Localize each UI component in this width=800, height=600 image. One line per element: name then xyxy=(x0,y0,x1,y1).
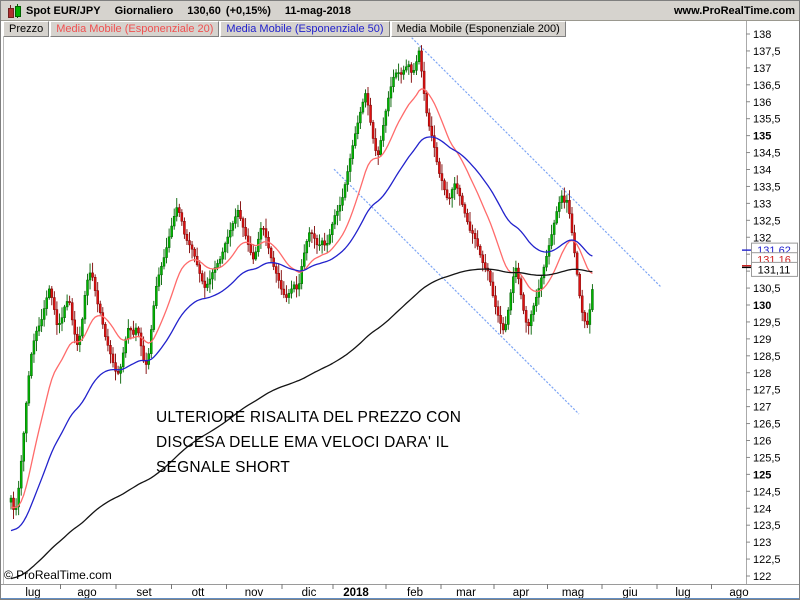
price-tag: 131,11 xyxy=(751,261,798,277)
tab-prezzo[interactable]: Prezzo xyxy=(3,21,50,37)
price-tick-label: 138 xyxy=(753,29,771,41)
trend-channel-line[interactable] xyxy=(333,168,580,415)
month-label: mag xyxy=(562,587,584,599)
price-tick-label: 125 xyxy=(753,469,771,481)
tab-media-mobile-3[interactable]: Media Mobile (Esponenziale 200) xyxy=(390,21,566,37)
price-tick-label: 128 xyxy=(753,368,771,380)
price-tick-label: 136 xyxy=(753,97,771,109)
price-tick-label: 132,5 xyxy=(753,215,781,227)
price-axis: 138 137,5 137 136,5 136 135,5 135 134,5 134 133,5… xyxy=(746,29,781,583)
price-tick-label: 130 xyxy=(753,300,771,312)
site-link: www.ProRealTime.com xyxy=(673,4,795,17)
price-tick-label: 126,5 xyxy=(753,419,781,431)
title-bar: Spot EUR/JPY Giornaliero 130,60 (+0,15%)… xyxy=(1,1,799,21)
timeframe-label: Giornaliero xyxy=(114,4,174,17)
plot-area[interactable] xyxy=(9,35,662,580)
copyright-watermark: © ProRealTime.com xyxy=(4,568,112,582)
price-tick-label: 123,5 xyxy=(753,520,781,532)
annotation-line: ULTERIORE RISALITA DEL PREZZO CON xyxy=(156,409,462,426)
month-label: lug xyxy=(675,587,690,599)
indicator-tabs: Prezzo Media Mobile (Esponenziale 20) Medi… xyxy=(3,21,567,37)
month-label: ago xyxy=(77,587,96,599)
ema-20-line[interactable] xyxy=(10,88,593,509)
price-tick-label: 133,5 xyxy=(753,181,781,193)
month-label: nov xyxy=(245,587,264,599)
month-label: dic xyxy=(302,587,317,599)
candlestick-icon xyxy=(7,3,22,18)
price-tick-label: 135 xyxy=(753,131,771,143)
tab-media-mobile-1[interactable]: Media Mobile (Esponenziale 20) xyxy=(50,21,220,37)
time-axis: lug ago set ott nov dic 2018 feb mar apr mag giu lug… xyxy=(25,584,749,599)
last-price: 130,60 xyxy=(187,4,221,17)
price-tick-label: 127 xyxy=(753,402,771,414)
month-label: lug xyxy=(25,587,40,599)
candles-series xyxy=(9,45,594,520)
price-tick-label: 137,5 xyxy=(753,46,781,58)
price-tick-label: 132 xyxy=(753,232,771,244)
instrument-name: Spot EUR/JPY xyxy=(26,4,101,17)
month-label: mar xyxy=(456,587,476,599)
month-label: ott xyxy=(192,587,206,599)
ema-50-line[interactable] xyxy=(10,136,593,532)
annotation-line: DISCESA DELLE EMA VELOCI DARA' IL xyxy=(156,434,449,451)
quote-date: 11-mag-2018 xyxy=(284,4,351,17)
price-tick-label: 122 xyxy=(753,571,771,583)
tab-media-mobile-2[interactable]: Media Mobile (Esponenziale 50) xyxy=(220,21,390,37)
bottom-bar xyxy=(1,598,799,599)
price-tick-label: 124,5 xyxy=(753,486,781,498)
price-tick-label: 133 xyxy=(753,198,771,210)
price-tick-label: 134,5 xyxy=(753,148,781,160)
month-label: feb xyxy=(407,587,423,599)
month-label: 2018 xyxy=(343,587,369,599)
month-label: set xyxy=(136,587,152,599)
price-tick-label: 128,5 xyxy=(753,351,781,363)
price-tick-label: 129 xyxy=(753,334,771,346)
price-tag-value: 131,11 xyxy=(758,264,791,276)
price-tick-label: 125,5 xyxy=(753,452,781,464)
month-label: giu xyxy=(622,587,637,599)
price-tick-label: 122,5 xyxy=(753,554,781,566)
month-label: apr xyxy=(513,587,530,599)
chart-annotation[interactable]: ULTERIORE RISALITA DEL PREZZO CON DISCES… xyxy=(156,405,461,480)
price-tick-label: 130,5 xyxy=(753,283,781,295)
price-tick-label: 136,5 xyxy=(753,80,781,92)
trend-channel-line[interactable] xyxy=(409,35,662,288)
price-tick-label: 123 xyxy=(753,537,771,549)
price-tick-label: 127,5 xyxy=(753,385,781,397)
price-tick-label: 135,5 xyxy=(753,114,781,126)
price-change: (+0,15%) xyxy=(225,4,271,17)
month-label: ago xyxy=(729,587,748,599)
ema-200-line[interactable] xyxy=(10,268,593,580)
annotation-line: SEGNALE SHORT xyxy=(156,459,291,476)
price-tick-label: 126 xyxy=(753,436,771,448)
price-tick-label: 124 xyxy=(753,503,771,515)
price-tick-label: 137 xyxy=(753,63,771,75)
price-tick-label: 134 xyxy=(753,165,771,177)
price-tick-label: 129,5 xyxy=(753,317,781,329)
